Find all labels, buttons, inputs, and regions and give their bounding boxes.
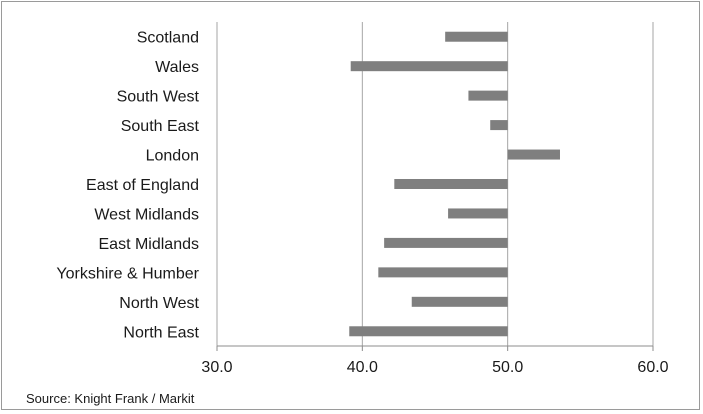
category-label: South West [117,89,200,106]
category-label: North East [123,324,199,341]
bar [445,31,508,42]
category-label: Scotland [137,30,199,47]
x-tick-label: 60.0 [637,359,668,376]
category-label: West Midlands [94,206,199,223]
source-note: Source: Knight Frank / Markit [26,391,195,406]
category-label: East of England [86,177,199,194]
x-tick-label: 30.0 [201,359,232,376]
category-label: South East [121,118,200,135]
bars [349,31,560,337]
x-tick-label: 50.0 [492,359,523,376]
bar [411,296,508,307]
category-label: North West [119,295,199,312]
bar [490,120,508,131]
x-tick-label: 40.0 [347,359,378,376]
category-label: Yorkshire & Humber [56,265,199,282]
category-label: London [146,148,199,165]
bar [394,179,508,189]
bar [350,61,508,72]
x-axis: 30.0 40.0 50.0 60.0 [201,345,669,376]
category-label: Wales [155,59,199,76]
bar [507,149,560,160]
category-labels: Scotland Wales South West South East London E… [56,30,199,342]
bar [349,326,508,337]
category-label: East Midlands [99,236,200,253]
bar [448,208,508,219]
bar [378,267,508,278]
bar [468,90,508,101]
bar [384,237,508,248]
